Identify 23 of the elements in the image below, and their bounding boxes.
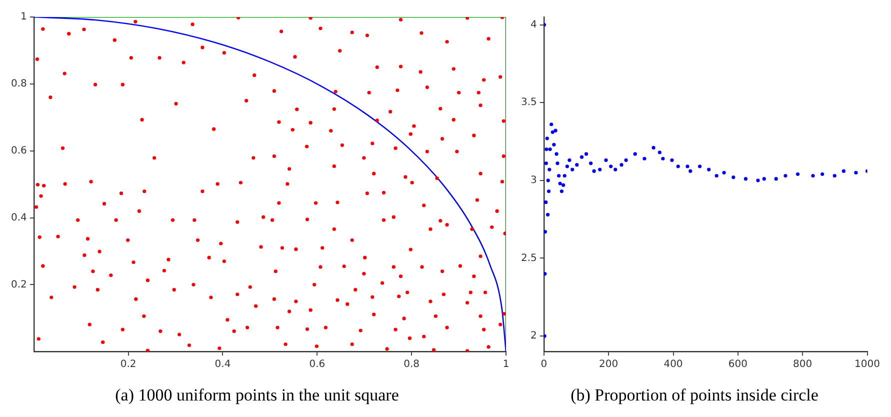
x-tick-label: 800	[793, 359, 812, 370]
x-tick-label: 0.4	[214, 359, 231, 370]
y-tick-label: 4	[530, 19, 537, 30]
x-tick-label: 0	[540, 359, 548, 370]
y-tick-label: 2.5	[520, 252, 537, 264]
x-tick-label: 1000	[854, 359, 880, 370]
y-tick-label: 0.8	[10, 78, 27, 90]
x-tick-label: 0.8	[404, 359, 420, 370]
x-tick-label: 1	[502, 359, 510, 370]
text: (a) 1000 uniform points in the unit square	[115, 385, 399, 404]
x-tick-label: 0.6	[309, 359, 326, 370]
y-tick-label: 3.5	[520, 97, 537, 108]
text: (b) Proportion of points inside circle	[570, 385, 818, 404]
x-tick-label: 0.2	[120, 359, 136, 370]
x-tick-label: 600	[728, 359, 748, 370]
y-tick-label: 2	[530, 330, 537, 342]
x-tick-label: 400	[664, 359, 683, 370]
y-tick-label: 3	[530, 175, 537, 186]
y-tick-label: 1	[20, 12, 27, 23]
x-tick-label: 200	[599, 359, 618, 370]
y-tick-label: 0.4	[10, 212, 27, 224]
y-tick-label: 0.6	[10, 145, 27, 156]
y-tick-label: 0.2	[10, 279, 27, 290]
